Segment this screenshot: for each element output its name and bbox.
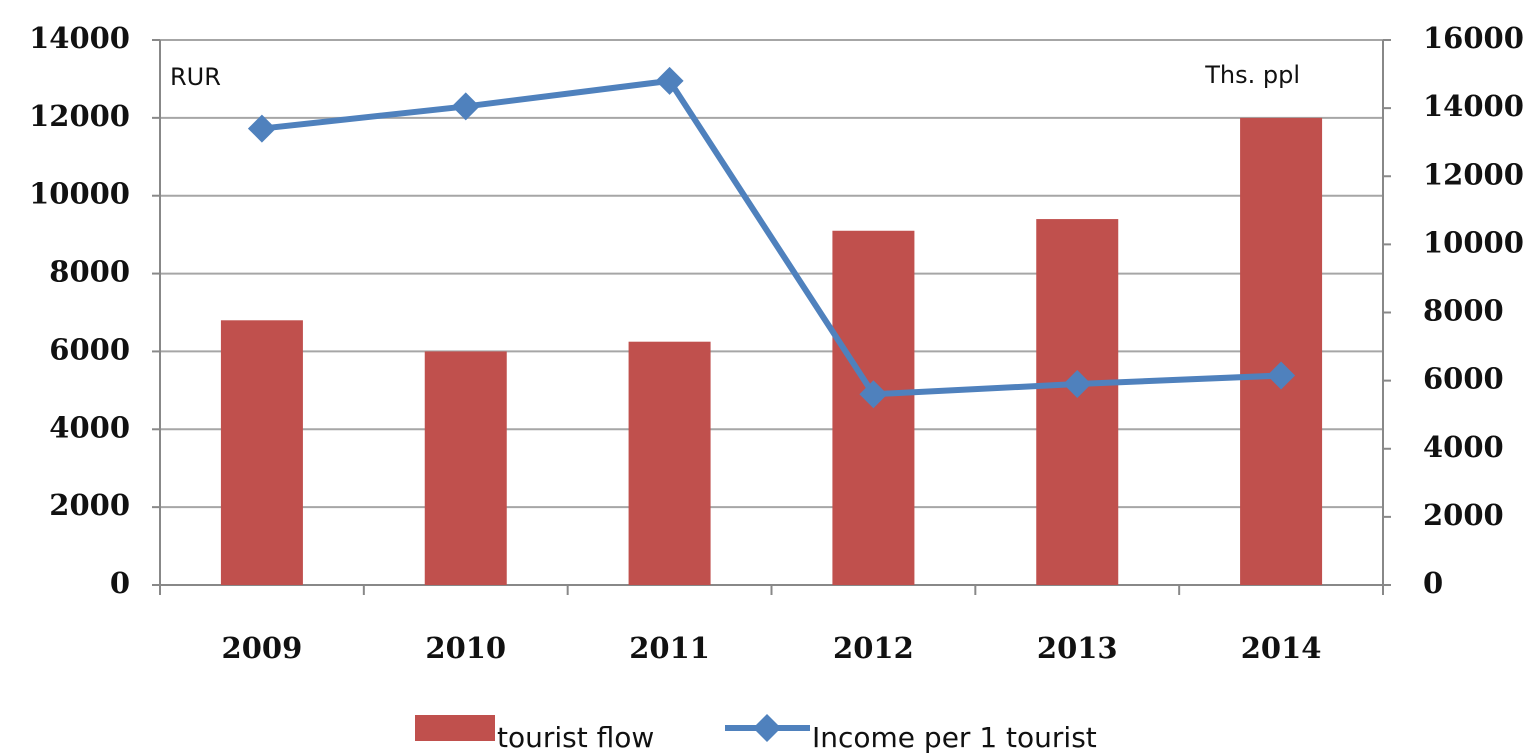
x-tick-label: 2009 <box>222 631 303 665</box>
y-tick-label: 2000 <box>49 488 130 522</box>
legend-swatch <box>415 715 495 741</box>
y2-tick-label: 12000 <box>1423 157 1524 191</box>
bar <box>1036 219 1119 586</box>
x-tick-label: 2013 <box>1037 631 1118 665</box>
line-marker <box>859 380 888 409</box>
y2-tick-label: 0 <box>1423 566 1443 600</box>
line-marker <box>1267 361 1296 390</box>
x-tick-label: 2010 <box>425 631 506 665</box>
y-tick-label: 8000 <box>49 255 130 289</box>
y-axis-label: RUR <box>170 63 221 91</box>
bar <box>628 341 711 585</box>
y2-tick-label: 2000 <box>1423 498 1504 532</box>
legend-marker <box>753 714 781 742</box>
y2-tick-label: 6000 <box>1423 362 1504 396</box>
line-marker <box>451 92 480 121</box>
y2-tick-label: 8000 <box>1423 294 1504 328</box>
line-marker <box>1063 370 1092 399</box>
y-tick-label: 6000 <box>49 332 130 366</box>
y2-tick-label: 16000 <box>1423 21 1524 55</box>
y-tick-label: 14000 <box>29 21 130 55</box>
x-tick-label: 2011 <box>629 631 710 665</box>
y-tick-label: 0 <box>110 566 130 600</box>
x-tick-label: 2014 <box>1241 631 1322 665</box>
x-tick-label: 2012 <box>833 631 914 665</box>
line-marker <box>655 66 684 95</box>
y2-tick-label: 14000 <box>1423 89 1524 123</box>
line-marker <box>247 114 276 143</box>
line <box>261 77 1282 398</box>
y2-tick-label: 10000 <box>1423 225 1524 259</box>
bar <box>424 351 507 585</box>
bar <box>220 320 303 585</box>
y-tick-label: 4000 <box>49 410 130 444</box>
legend-label: Income per 1 tourist <box>812 721 1097 754</box>
bar <box>1240 117 1323 585</box>
y2-axis-label: Ths. ppl <box>1204 61 1300 89</box>
y2-tick-label: 4000 <box>1423 430 1504 464</box>
y-tick-label: 12000 <box>29 99 130 133</box>
y-tick-label: 10000 <box>29 177 130 211</box>
legend-label: tourist flow <box>497 721 654 754</box>
